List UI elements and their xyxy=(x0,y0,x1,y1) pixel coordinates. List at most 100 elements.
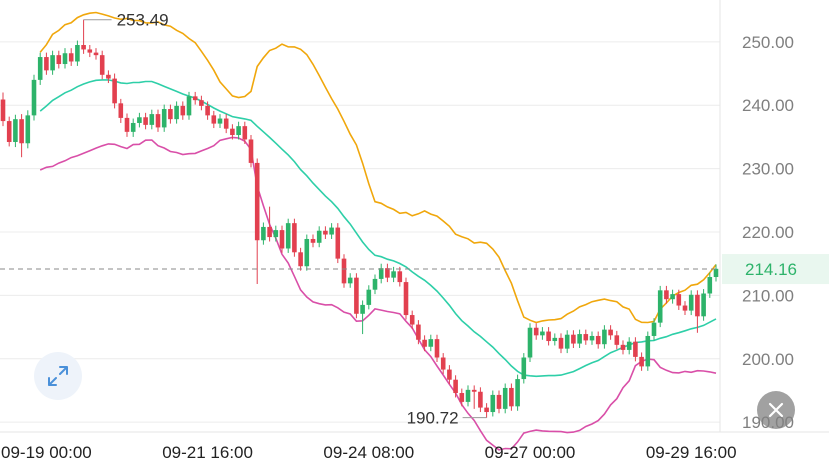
candle-down xyxy=(354,273,359,319)
candle-up xyxy=(161,104,167,132)
bollinger-bands xyxy=(39,11,717,451)
candle-up xyxy=(651,318,657,341)
candle-up xyxy=(13,114,18,148)
candle-up xyxy=(62,48,68,69)
candle-up xyxy=(174,101,179,124)
candle-up xyxy=(75,40,80,66)
candle-up xyxy=(577,329,582,349)
x-axis: 09-19 00:00 09-21 16:00 09-24 08:00 09-27 0… xyxy=(1,443,737,462)
candle-up xyxy=(490,390,496,417)
candle-down xyxy=(124,113,130,137)
candle-up xyxy=(428,334,434,352)
candle-up xyxy=(645,331,651,371)
candle-down xyxy=(614,330,620,350)
candle-up xyxy=(186,91,192,120)
y-tick-label: 230.00 xyxy=(742,160,794,179)
candle-up xyxy=(713,264,719,282)
candle-down xyxy=(81,19,86,54)
candle-down xyxy=(211,110,217,129)
candle-up xyxy=(527,323,533,362)
x-tick-label: 09-27 00:00 xyxy=(485,443,576,462)
candle-up xyxy=(589,331,595,345)
candle-down xyxy=(484,403,489,418)
candle-down xyxy=(571,330,576,349)
candle-up xyxy=(391,266,396,283)
candle-down xyxy=(447,365,452,385)
y-tick-label: 250.00 xyxy=(742,33,794,52)
candle-up xyxy=(50,50,55,75)
candle-up xyxy=(372,274,378,295)
expand-icon xyxy=(48,366,68,386)
candle-up xyxy=(701,289,706,321)
candle-up xyxy=(707,272,713,298)
candle-down xyxy=(323,226,328,239)
candle-down xyxy=(168,104,173,124)
candle-up xyxy=(564,330,570,354)
candle-down xyxy=(6,116,12,147)
candle-down xyxy=(509,383,514,411)
candle-down xyxy=(254,158,260,284)
candle-down xyxy=(595,331,601,349)
grid-lines xyxy=(0,0,829,433)
candle-down xyxy=(416,320,421,345)
candle-down xyxy=(385,263,390,283)
candle-down xyxy=(682,301,688,316)
candle-up xyxy=(31,74,37,121)
candle-down xyxy=(267,206,272,242)
candle-down xyxy=(335,223,341,264)
candle-down xyxy=(558,333,564,354)
candle-down xyxy=(633,337,638,362)
candle-down xyxy=(230,124,235,140)
candle-up xyxy=(670,289,675,304)
last-price-box xyxy=(722,254,829,285)
candle-down xyxy=(0,92,6,127)
candle-down xyxy=(242,121,248,144)
candle-down xyxy=(248,135,254,168)
middle-band-line xyxy=(39,79,717,378)
candle-down xyxy=(676,289,682,310)
close-button[interactable] xyxy=(757,391,795,429)
candle-down xyxy=(192,91,198,105)
candle-up xyxy=(552,333,558,346)
candle-up xyxy=(657,285,663,328)
candle-up xyxy=(347,273,353,288)
candle-up xyxy=(304,234,310,271)
low-price-label: 190.72 xyxy=(407,409,459,428)
high-price-label: 253.49 xyxy=(117,11,169,30)
candle-down xyxy=(56,50,62,69)
candle-down xyxy=(112,73,117,109)
candle-down xyxy=(583,329,589,345)
candle-down xyxy=(292,218,297,257)
candle-down xyxy=(341,254,347,288)
candle-down xyxy=(93,48,99,60)
candle-up xyxy=(602,325,607,349)
candle-up xyxy=(515,374,520,411)
y-tick-label: 220.00 xyxy=(742,223,794,242)
candle-up xyxy=(540,327,545,340)
candle-down xyxy=(180,101,186,120)
candle-down xyxy=(44,52,49,75)
candle-down xyxy=(608,325,613,340)
candle-up xyxy=(261,222,266,245)
last-price-label: 214.16 xyxy=(745,260,797,279)
candle-up xyxy=(465,385,471,407)
candle-up xyxy=(137,112,142,128)
candle-down xyxy=(409,310,415,329)
candle-down xyxy=(546,327,551,346)
y-tick-label: 200.00 xyxy=(742,350,794,369)
candle-down xyxy=(434,334,440,362)
candle-down xyxy=(471,385,477,409)
candle-down xyxy=(87,45,93,58)
x-tick-label: 09-29 16:00 xyxy=(646,443,737,462)
expand-chart-button[interactable] xyxy=(34,352,82,400)
candle-down xyxy=(155,109,161,132)
candle-down xyxy=(199,95,204,111)
candle-down xyxy=(422,335,427,352)
candle-down xyxy=(620,340,626,355)
candle-up xyxy=(285,218,291,253)
candle-up xyxy=(217,114,223,129)
candle-down xyxy=(453,375,458,398)
candle-up xyxy=(273,225,279,242)
lower-band-line xyxy=(39,136,717,451)
